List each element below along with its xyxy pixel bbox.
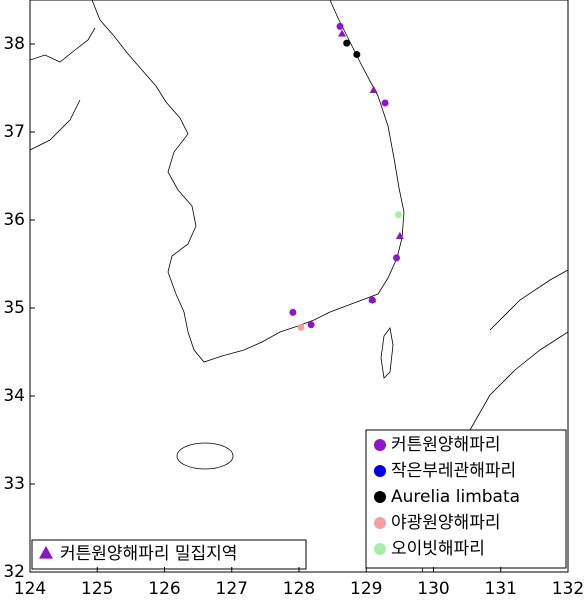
point xyxy=(353,51,361,59)
legend-label: 커튼원양해파리 밀집지역 xyxy=(60,544,237,564)
y-tick-label: 34 xyxy=(3,386,25,406)
x-tick-label: 129 xyxy=(350,579,382,599)
y-tick-label: 35 xyxy=(3,298,25,318)
legend-marker xyxy=(374,491,386,503)
legend-label: 야광원양해파리 xyxy=(391,513,500,533)
point xyxy=(369,85,378,93)
point xyxy=(343,39,351,47)
point xyxy=(395,231,404,240)
legend-label: 작은부레관해파리 xyxy=(391,461,516,481)
legend-label: 커튼원양해파리 xyxy=(391,435,500,455)
point xyxy=(393,254,401,262)
legend-box xyxy=(31,539,307,570)
legend-box xyxy=(365,429,567,569)
x-tick-label: 131 xyxy=(485,579,517,599)
point xyxy=(338,29,347,37)
x-tick-label: 132 xyxy=(552,579,584,599)
x-tick-label: 126 xyxy=(148,579,180,599)
y-tick-label: 33 xyxy=(3,474,25,494)
y-tick-label: 32 xyxy=(3,562,25,582)
legend-marker xyxy=(374,517,386,529)
legend-marker xyxy=(374,543,386,555)
point xyxy=(381,99,389,107)
x-tick-label: 130 xyxy=(417,579,449,599)
legend-label: 오이빗해파리 xyxy=(391,539,485,559)
point xyxy=(289,308,297,316)
legend-marker xyxy=(39,546,53,559)
point xyxy=(297,323,305,331)
x-tick-label: 125 xyxy=(81,579,113,599)
x-tick-label: 127 xyxy=(216,579,248,599)
x-tick-label: 124 xyxy=(14,579,46,599)
point xyxy=(336,22,344,30)
y-tick-label: 37 xyxy=(3,122,25,142)
point xyxy=(307,321,315,329)
x-tick-label: 128 xyxy=(283,579,315,599)
legend-label: Aurelia limbata xyxy=(391,487,520,507)
point xyxy=(395,211,403,219)
legend-marker xyxy=(374,465,386,477)
y-tick-label: 36 xyxy=(3,210,25,230)
legend-marker xyxy=(374,439,386,451)
y-tick-label: 38 xyxy=(3,34,25,54)
point xyxy=(368,295,377,303)
